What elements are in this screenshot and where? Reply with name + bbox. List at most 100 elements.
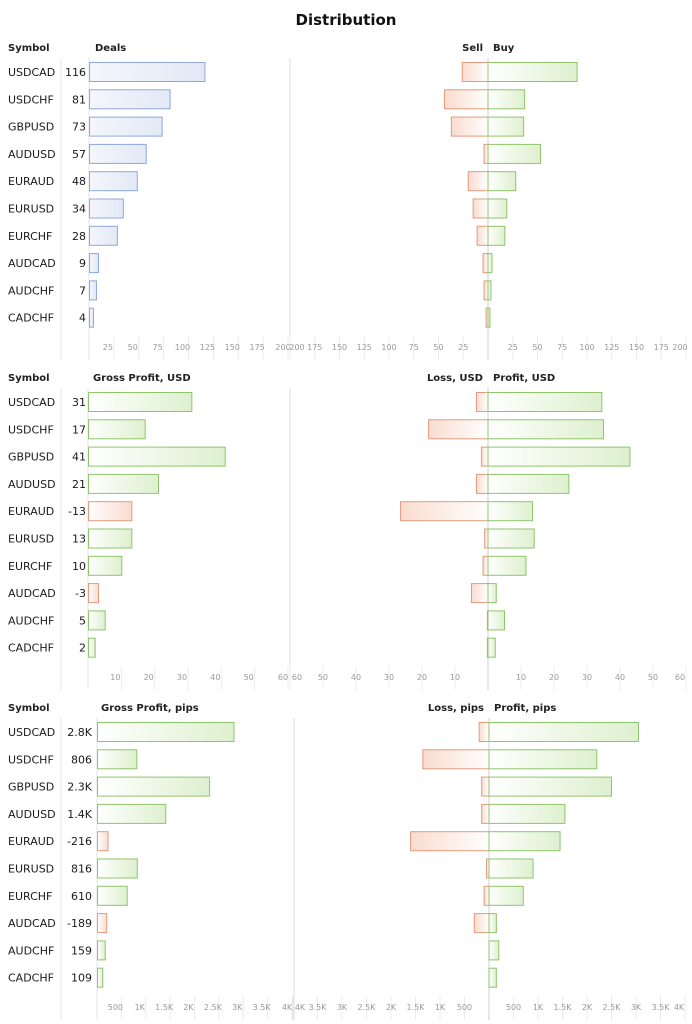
right-tick-label: 150 — [332, 343, 347, 352]
left-series-bar — [450, 116, 489, 137]
right-left-header: Loss, pips — [428, 703, 484, 714]
value-label: 1.4K — [67, 808, 92, 821]
right-tick-label: 20 — [417, 673, 427, 682]
symbol-label: EURUSD — [8, 863, 54, 876]
right-series-bar — [488, 749, 598, 770]
right-tick-label: 3K — [631, 1003, 642, 1012]
symbol-label: USDCHF — [8, 93, 54, 106]
symbol-label: AUDCHF — [8, 944, 54, 957]
symbol-label: EURAUD — [8, 835, 54, 848]
value-label: 2.3K — [67, 781, 92, 794]
right-tick-label: 175 — [654, 343, 669, 352]
right-tick-label: 40 — [351, 673, 361, 682]
left-tick-label: 30 — [177, 673, 187, 682]
value-bar — [88, 446, 226, 467]
value-bar — [89, 143, 147, 164]
value-label: 31 — [72, 396, 86, 409]
value-bar — [97, 967, 104, 988]
right-series-bar — [487, 171, 517, 192]
left-series-bar — [483, 885, 490, 906]
right-tick-label: 100 — [381, 343, 396, 352]
right-tick-label: 75 — [409, 343, 419, 352]
left-series-bar — [475, 473, 489, 494]
left-tick-label: 60 — [278, 673, 288, 682]
value-header: Gross Profit, USD — [93, 373, 191, 384]
right-series-bar — [487, 307, 491, 328]
right-left-header: Sell — [462, 43, 483, 54]
value-header: Gross Profit, pips — [101, 703, 199, 714]
value-label: 7 — [79, 284, 86, 297]
value-label: 41 — [72, 451, 86, 464]
right-right-header: Profit, pips — [494, 703, 556, 714]
value-label: 4 — [79, 312, 86, 325]
right-tick-label: 2.5K — [603, 1003, 622, 1012]
left-series-bar — [461, 62, 489, 82]
right-left-header: Loss, USD — [427, 373, 483, 384]
value-bar — [88, 583, 99, 604]
right-tick-label: 4K — [674, 1003, 685, 1012]
right-tick-label: 20 — [549, 673, 559, 682]
symbol-label: EURAUD — [8, 175, 54, 188]
value-label: 13 — [72, 533, 86, 546]
left-series-bar — [482, 555, 489, 576]
symbol-label: GBPUSD — [8, 781, 54, 794]
right-tick-label: 2.5K — [358, 1003, 377, 1012]
left-tick-label: 20 — [144, 673, 154, 682]
left-series-bar — [476, 225, 489, 246]
right-tick-label: 3K — [337, 1003, 348, 1012]
right-tick-label: 200 — [672, 343, 687, 352]
left-tick-label: 50 — [244, 673, 254, 682]
right-series-bar — [487, 419, 604, 440]
symbol-label: GBPUSD — [8, 121, 54, 134]
right-tick-label: 60 — [675, 673, 685, 682]
left-series-bar — [428, 419, 489, 440]
left-tick-label: 150 — [225, 343, 240, 352]
right-tick-label: 75 — [557, 343, 567, 352]
value-bar — [97, 722, 235, 742]
left-tick-label: 2.5K — [204, 1003, 223, 1012]
left-series-bar — [483, 143, 489, 164]
panel-2: Symbol Gross Profit, USD Loss, USD Profit, … — [8, 373, 687, 690]
value-header: Deals — [95, 43, 126, 54]
value-label: 17 — [72, 423, 86, 436]
value-bar — [88, 392, 193, 412]
right-series-bar — [487, 62, 578, 82]
right-tick-label: 100 — [579, 343, 594, 352]
left-tick-label: 500 — [108, 1003, 123, 1012]
value-bar — [89, 225, 118, 246]
right-series-bar — [488, 885, 524, 906]
right-tick-label: 150 — [629, 343, 644, 352]
left-tick-label: 100 — [175, 343, 190, 352]
right-series-bar — [487, 555, 527, 576]
value-label: -189 — [67, 917, 92, 930]
right-tick-label: 50 — [318, 673, 328, 682]
left-tick-label: 50 — [128, 343, 138, 352]
right-series-bar — [488, 831, 561, 852]
right-series-bar — [487, 143, 541, 164]
right-tick-label: 30 — [582, 673, 592, 682]
right-tick-label: 4K — [295, 1003, 306, 1012]
left-series-bar — [472, 198, 489, 219]
left-tick-label: 1K — [135, 1003, 146, 1012]
value-bar — [89, 253, 99, 274]
right-tick-label: 3.5K — [652, 1003, 671, 1012]
value-bar — [89, 171, 138, 192]
symbol-label: EURCHF — [8, 890, 52, 903]
left-series-bar — [467, 171, 489, 192]
left-series-bar — [410, 831, 490, 852]
right-tick-label: 50 — [532, 343, 542, 352]
left-tick-label: 10 — [110, 673, 120, 682]
right-tick-label: 25 — [508, 343, 518, 352]
value-bar — [89, 116, 163, 137]
symbol-label: EURCHF — [8, 230, 52, 243]
value-label: 21 — [72, 478, 86, 491]
value-bar — [89, 62, 206, 82]
value-bar — [88, 637, 96, 658]
left-series-bar — [475, 392, 489, 412]
value-label: 5 — [79, 614, 86, 627]
left-series-bar — [481, 776, 490, 797]
symbol-header: Symbol — [8, 43, 50, 54]
right-tick-label: 125 — [357, 343, 372, 352]
value-label: 10 — [72, 560, 86, 573]
value-label: 159 — [71, 944, 92, 957]
